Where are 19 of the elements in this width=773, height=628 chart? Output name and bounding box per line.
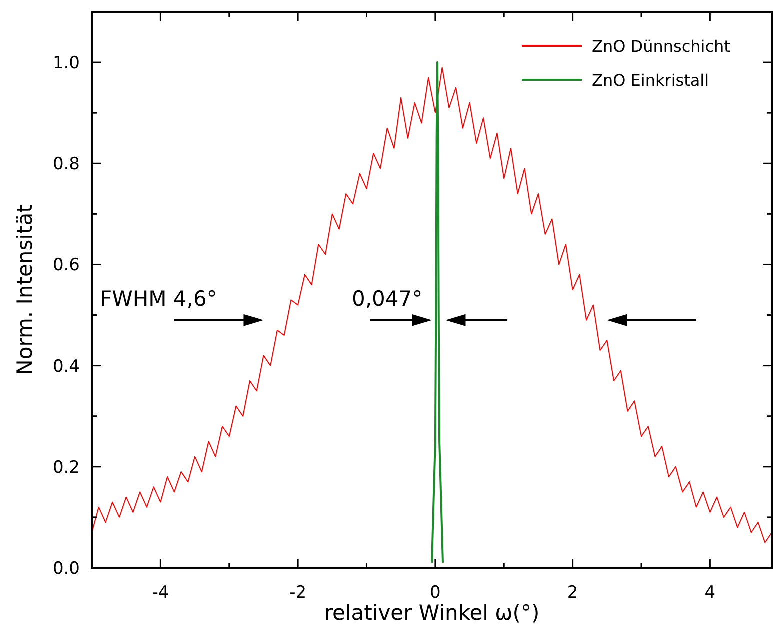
legend-label: ZnO Dünnschicht — [592, 37, 730, 56]
x-tick-label: -2 — [290, 583, 307, 603]
y-tick-label: 0.4 — [52, 356, 80, 377]
legend-label: ZnO Einkristall — [592, 71, 710, 90]
annotation: 0,047° — [352, 287, 423, 311]
y-tick-label: 0.6 — [52, 256, 80, 276]
x-tick-label: 4 — [704, 583, 716, 603]
y-tick-label: 1.0 — [52, 54, 80, 74]
x-tick-label: -4 — [152, 583, 170, 603]
x-tick-label: 0 — [430, 583, 441, 603]
y-tick-label: 0.8 — [52, 154, 80, 175]
y-tick-label: 0.0 — [52, 559, 80, 579]
y-axis-title: Norm. Intensität — [13, 204, 37, 376]
line-series — [92, 67, 772, 544]
y-tick-label: 0.2 — [52, 458, 80, 478]
x-axis-title: relativer Winkel ω(°) — [324, 601, 540, 625]
line-series — [431, 62, 444, 564]
annotation: FWHM 4,6° — [100, 287, 218, 311]
x-tick-label: 2 — [567, 583, 578, 603]
